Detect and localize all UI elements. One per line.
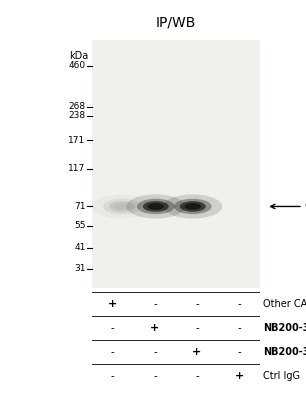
Text: +: + bbox=[108, 299, 118, 309]
Text: +: + bbox=[192, 347, 202, 357]
Text: -: - bbox=[153, 299, 157, 309]
Text: -: - bbox=[237, 347, 241, 357]
Text: 71: 71 bbox=[74, 202, 86, 211]
Text: CARM1: CARM1 bbox=[304, 202, 306, 212]
Ellipse shape bbox=[103, 199, 141, 214]
Text: NB200-342-3: NB200-342-3 bbox=[263, 323, 306, 333]
Text: Other CARM1 Ab: Other CARM1 Ab bbox=[263, 299, 306, 309]
Ellipse shape bbox=[93, 194, 151, 218]
Ellipse shape bbox=[114, 203, 130, 210]
Text: 268: 268 bbox=[69, 102, 86, 111]
Ellipse shape bbox=[147, 203, 164, 210]
Text: Ctrl IgG: Ctrl IgG bbox=[263, 371, 300, 381]
Text: 238: 238 bbox=[69, 111, 86, 120]
Text: -: - bbox=[153, 371, 157, 381]
Text: 31: 31 bbox=[74, 264, 86, 273]
Text: 41: 41 bbox=[74, 243, 86, 252]
Ellipse shape bbox=[180, 201, 206, 212]
Text: 117: 117 bbox=[69, 164, 86, 174]
Text: IP/WB: IP/WB bbox=[156, 16, 196, 30]
Text: -: - bbox=[195, 371, 199, 381]
Text: -: - bbox=[153, 347, 157, 357]
Ellipse shape bbox=[163, 194, 222, 218]
Text: -: - bbox=[237, 299, 241, 309]
Text: kDa: kDa bbox=[69, 51, 88, 61]
Text: 460: 460 bbox=[69, 62, 86, 70]
Ellipse shape bbox=[109, 201, 135, 212]
Text: -: - bbox=[237, 323, 241, 333]
Text: 171: 171 bbox=[69, 136, 86, 145]
Ellipse shape bbox=[143, 201, 169, 212]
Text: 55: 55 bbox=[74, 221, 86, 230]
Text: +: + bbox=[234, 371, 244, 381]
Text: -: - bbox=[111, 371, 115, 381]
Text: -: - bbox=[195, 299, 199, 309]
Text: +: + bbox=[150, 323, 159, 333]
Text: NB200-342-4: NB200-342-4 bbox=[263, 347, 306, 357]
Ellipse shape bbox=[126, 194, 185, 218]
Text: -: - bbox=[111, 323, 115, 333]
Text: -: - bbox=[195, 323, 199, 333]
Ellipse shape bbox=[174, 199, 212, 214]
Ellipse shape bbox=[137, 199, 175, 214]
Text: -: - bbox=[111, 347, 115, 357]
Ellipse shape bbox=[185, 203, 201, 210]
